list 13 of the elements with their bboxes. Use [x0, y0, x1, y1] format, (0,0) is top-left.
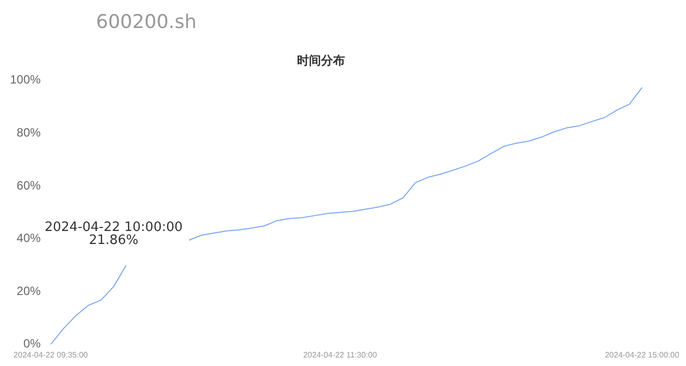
chart-title: 时间分布	[297, 53, 345, 68]
y-tick-label: 0%	[23, 336, 42, 351]
x-tick-label: 2024-04-22 09:35:00	[14, 350, 88, 360]
annotation: 21.86%	[88, 232, 138, 248]
x-tick-label: 2024-04-22 15:00:00	[604, 350, 680, 360]
annotation: 2024-04-22 10:00:00	[44, 220, 183, 235]
y-tick-label: 40%	[16, 231, 42, 246]
x-tick-label: 2024-04-22 11:30:00	[303, 350, 378, 360]
y-tick-label: 60%	[16, 178, 42, 192]
chart-subtitle: 600200.sh	[95, 10, 198, 35]
y-tick-label: 100%	[10, 72, 42, 87]
y-tick-label: 80%	[16, 126, 42, 140]
y-tick-label: 20%	[16, 284, 42, 298]
